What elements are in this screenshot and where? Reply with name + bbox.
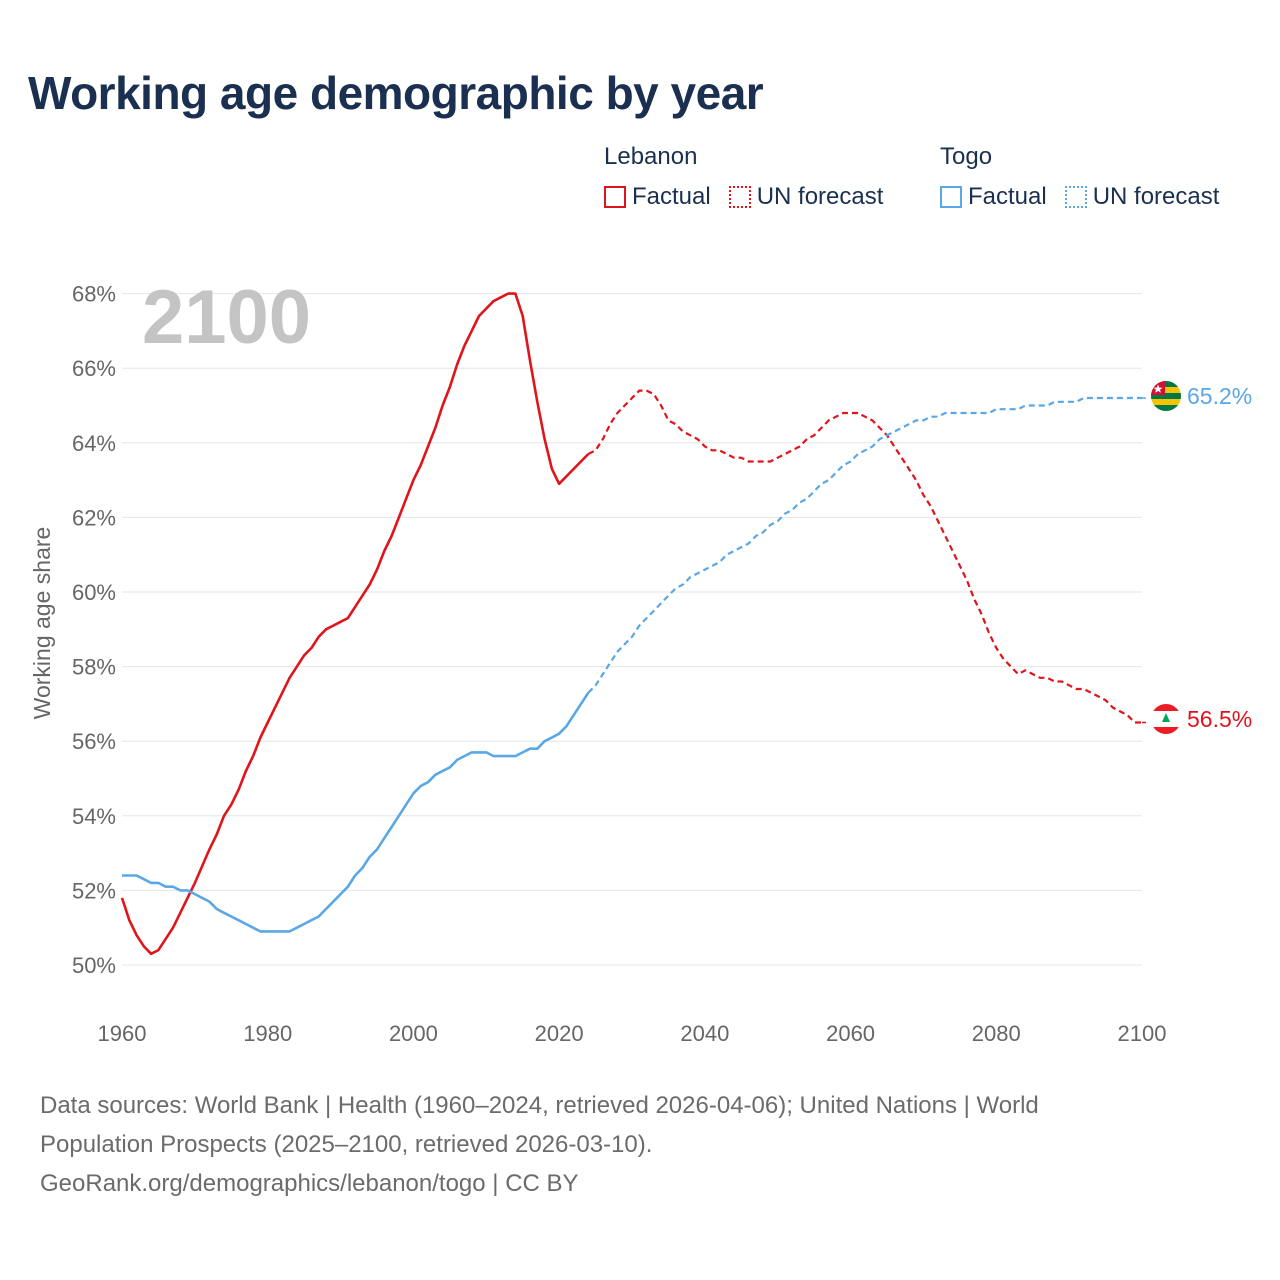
togo-end-label: 65.2% bbox=[1187, 383, 1252, 409]
y-tick-label: 50% bbox=[72, 953, 116, 978]
y-tick-label: 60% bbox=[72, 580, 116, 605]
legend-item-lebanon-factual[interactable]: Factual bbox=[604, 183, 711, 211]
y-tick-label: 66% bbox=[72, 356, 116, 381]
x-tick-label: 2100 bbox=[1118, 1021, 1167, 1046]
legend-label-lebanon-forecast: UN forecast bbox=[756, 183, 884, 210]
x-tick-label: 2080 bbox=[972, 1021, 1021, 1046]
togo-flag-icon bbox=[1151, 381, 1181, 411]
y-tick-label: 68% bbox=[72, 282, 116, 307]
legend-swatch-lebanon-factual bbox=[604, 186, 626, 208]
y-tick-label: 52% bbox=[72, 878, 116, 903]
lebanon-flag-icon bbox=[1151, 704, 1181, 734]
legend-label-lebanon-factual: Factual bbox=[632, 183, 711, 210]
legend-group-lebanon: Lebanon Factual UN forecast bbox=[604, 143, 883, 211]
y-axis-label: Working age share bbox=[29, 527, 55, 720]
y-axis-ticks: 50% 52% 54% 56% 58% 60% 62% 64% 66% 68% bbox=[72, 282, 116, 978]
data-sources: Data sources: World Bank | Health (1960–… bbox=[40, 1086, 1190, 1203]
legend-label-togo-forecast: UN forecast bbox=[1092, 183, 1220, 210]
legend-title-lebanon: Lebanon bbox=[604, 143, 698, 170]
x-tick-label: 2020 bbox=[535, 1021, 584, 1046]
legend-item-togo-forecast[interactable]: UN forecast bbox=[1064, 183, 1220, 211]
series-lines bbox=[120, 292, 1142, 956]
y-tick-label: 62% bbox=[72, 505, 116, 530]
lebanon-factual-line bbox=[120, 292, 590, 956]
grid-lines bbox=[122, 293, 1142, 966]
x-tick-label: 2000 bbox=[389, 1021, 438, 1046]
y-tick-label: 54% bbox=[72, 804, 116, 829]
x-tick-label: 2040 bbox=[680, 1021, 729, 1046]
y-tick-label: 64% bbox=[72, 431, 116, 456]
y-tick-label: 56% bbox=[72, 729, 116, 754]
chart-title: Working age demographic by year bbox=[28, 67, 764, 119]
legend-title-togo: Togo bbox=[940, 143, 993, 170]
legend-swatch-togo-factual bbox=[940, 186, 962, 208]
togo-factual-line bbox=[122, 691, 590, 933]
sources-link[interactable]: GeoRank.org/demographics/lebanon/togo | … bbox=[40, 1170, 579, 1197]
legend-item-lebanon-forecast[interactable]: UN forecast bbox=[728, 183, 884, 211]
legend-item-togo-factual[interactable]: Factual bbox=[940, 183, 1047, 211]
lebanon-forecast-line bbox=[587, 389, 1142, 724]
togo-forecast-line bbox=[587, 396, 1142, 694]
line-chart: 50% 52% 54% 56% 58% 60% 62% 64% 66% 68% 1960 1980 2… bbox=[29, 275, 1252, 1046]
lebanon-end-label: 56.5% bbox=[1187, 706, 1252, 732]
legend-label-togo-factual: Factual bbox=[968, 183, 1047, 210]
end-connectors bbox=[1142, 397, 1150, 724]
sources-line-1: Data sources: World Bank | Health (1960–… bbox=[40, 1092, 1039, 1119]
year-watermark: 2100 bbox=[142, 275, 311, 360]
x-tick-label: 1980 bbox=[243, 1021, 292, 1046]
sources-line-2: Population Prospects (2025–2100, retriev… bbox=[40, 1131, 653, 1158]
legend-swatch-lebanon-forecast bbox=[728, 186, 751, 208]
x-axis-ticks: 1960 1980 2000 2020 2040 2060 2080 2100 bbox=[98, 1021, 1167, 1046]
legend-group-togo: Togo Factual UN forecast bbox=[940, 143, 1219, 211]
y-tick-label: 58% bbox=[72, 655, 116, 680]
legend-swatch-togo-forecast bbox=[1064, 186, 1087, 208]
x-tick-label: 1960 bbox=[98, 1021, 147, 1046]
x-tick-label: 2060 bbox=[826, 1021, 875, 1046]
